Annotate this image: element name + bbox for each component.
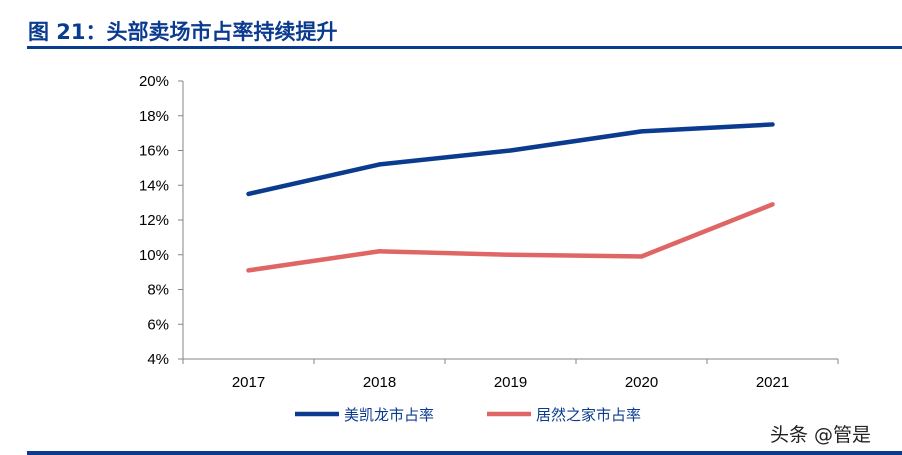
x-tick-label: 2021: [756, 374, 789, 391]
y-tick-label: 12%: [139, 212, 169, 229]
legend-label-2: 居然之家市占率: [536, 406, 641, 424]
x-tick-label: 2019: [494, 374, 527, 391]
series-line-1: [246, 122, 775, 197]
y-tick-label: 20%: [139, 73, 169, 90]
legend-label-1: 美凯龙市占率: [344, 406, 434, 424]
title-divider: [27, 46, 902, 49]
y-tick-label: 8%: [147, 282, 169, 299]
chart-title: 图 21：头部卖场市占率持续提升: [28, 20, 338, 44]
bottom-divider: [27, 451, 902, 455]
x-tick-label: 2017: [232, 374, 265, 391]
y-tick-label: 4%: [147, 351, 169, 368]
x-tick-label: 2018: [363, 374, 396, 391]
y-tick-label: 14%: [139, 177, 169, 194]
x-tick-label: 2020: [625, 374, 658, 391]
y-tick-label: 18%: [139, 108, 169, 125]
watermark: 头条 @管是: [770, 424, 872, 446]
series-line-2: [246, 202, 775, 273]
y-tick-label: 10%: [139, 247, 169, 264]
y-tick-label: 16%: [139, 143, 169, 160]
y-tick-label: 6%: [147, 316, 169, 333]
